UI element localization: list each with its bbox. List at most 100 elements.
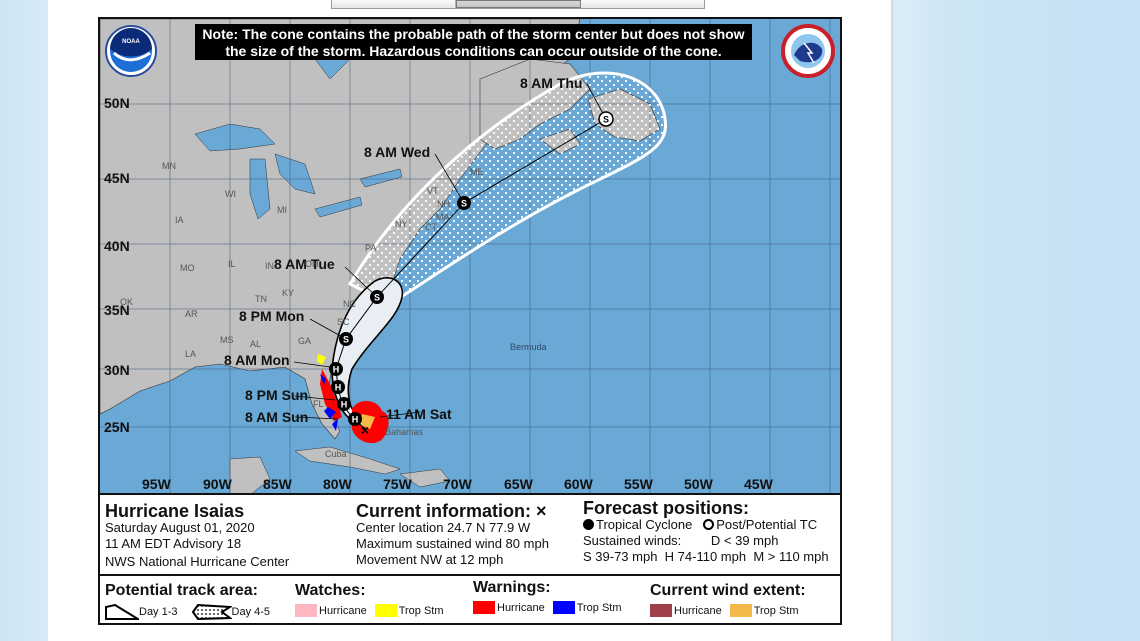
forecast-positions: Forecast positions: Tropical Cyclone Pos… — [583, 499, 829, 565]
svg-text:×: × — [361, 422, 369, 438]
forecast-title: Forecast positions: — [583, 498, 750, 518]
storm-info-panel: Hurricane Isaias Saturday August 01, 202… — [100, 497, 840, 576]
storm-name: Hurricane Isaias — [105, 501, 245, 521]
place-label-bermuda: Bermuda — [510, 342, 547, 352]
nws-logo-icon — [781, 24, 835, 78]
svg-text:S: S — [461, 199, 467, 209]
state-label: IL — [228, 259, 236, 269]
state-label: TN — [255, 294, 267, 304]
tropstm-warning-swatch — [552, 601, 575, 614]
state-label: NC — [343, 299, 356, 309]
lat-label-45n: 45N — [104, 170, 130, 186]
lon-label-50w: 50W — [684, 476, 713, 492]
tropstm-wind-label: Trop Stm — [753, 604, 799, 617]
lat-label-25n: 25N — [104, 419, 130, 435]
state-label: SC — [337, 317, 350, 327]
lon-label-90w: 90W — [203, 476, 232, 492]
current-info-title: Current information: × — [356, 501, 547, 521]
state-label: AL — [250, 339, 262, 349]
legend-track-title: Potential track area: — [105, 582, 258, 599]
post-potential-label: Post/Potential TC — [716, 517, 818, 532]
lat-label-30n: 30N — [104, 362, 130, 378]
cone-note-banner: Note: The cone contains the probable pat… — [195, 24, 752, 60]
svg-text:H: H — [341, 400, 348, 410]
cone-note-line1: Note: The cone contains the probable pat… — [202, 26, 745, 42]
tab-button-3[interactable] — [581, 0, 704, 8]
m-range: M > 110 mph — [753, 549, 829, 564]
noaa-logo-icon: NOAA — [105, 25, 157, 77]
legend-wind-title: Current wind extent: — [650, 582, 806, 599]
state-label: MN — [162, 161, 176, 171]
map-drawing: H H H H S S S S × NOAA — [100, 19, 840, 493]
legend-watches: Watches: Hurricane Trop Stm — [295, 581, 452, 617]
legend-warnings-title: Warnings: — [473, 579, 551, 596]
image-tab-buttons — [331, 0, 705, 9]
place-label-bahamas: Bahamas — [385, 427, 424, 437]
lon-label-85w: 85W — [263, 476, 292, 492]
advisory-number: 11 AM EDT Advisory 18 — [105, 536, 242, 551]
hurricane-watch-label: Hurricane — [319, 604, 367, 617]
state-label: IN — [265, 261, 274, 271]
legend-track-area: Potential track area: Day 1-3 Day 4-5 — [105, 581, 278, 620]
track-label-8am-wed: 8 AM Wed — [364, 144, 431, 160]
state-label: MS — [220, 335, 234, 345]
lat-label-35n: 35N — [104, 302, 130, 318]
sustained-winds-label: Sustained winds: — [583, 533, 682, 548]
legend-wind-extent: Current wind extent: Hurricane Trop Stm — [650, 581, 807, 617]
state-label: NY — [395, 219, 408, 229]
post-potential-tc-icon — [703, 519, 715, 530]
state-label: AR — [185, 309, 198, 319]
track-label-8am-thu: 8 AM Thu — [520, 75, 583, 91]
map-legend: Potential track area: Day 1-3 Day 4-5 Wa… — [100, 578, 840, 623]
day45-label: Day 4-5 — [231, 606, 271, 618]
state-label: FL — [313, 399, 324, 409]
advisory-date: Saturday August 01, 2020 — [105, 520, 255, 535]
legend-watches-title: Watches: — [295, 582, 366, 599]
issuing-center: NWS National Hurricane Center — [105, 554, 290, 569]
page-background-right — [891, 0, 1140, 641]
tropstm-watch-swatch — [374, 604, 397, 617]
place-label-cuba: Cuba — [325, 449, 347, 459]
lat-label-40n: 40N — [104, 238, 130, 254]
state-label: MI — [277, 205, 287, 215]
hurricane-wind-swatch — [650, 604, 672, 617]
state-label: MA — [436, 212, 450, 222]
hurricane-cone-graphic: H H H H S S S S × NOAA — [98, 17, 842, 625]
tab-button-1[interactable] — [332, 0, 456, 8]
day13-cone-icon — [105, 604, 139, 620]
state-label: NH — [437, 199, 450, 209]
center-location: Center location 24.7 N 77.9 W — [356, 520, 531, 535]
state-label: VT — [427, 186, 439, 196]
state-label: IA — [175, 215, 184, 225]
tab-button-2[interactable] — [456, 0, 581, 8]
forecast-map: H H H H S S S S × NOAA — [100, 19, 840, 495]
tropstm-wind-swatch — [729, 604, 752, 617]
svg-text:H: H — [335, 383, 342, 393]
state-label: CT — [425, 222, 437, 232]
cone-note-line2: the size of the storm. Hazardous conditi… — [225, 43, 722, 59]
tropical-cyclone-label: Tropical Cyclone — [596, 517, 693, 532]
lon-label-95w: 95W — [142, 476, 171, 492]
hurricane-warning-swatch — [473, 601, 495, 614]
tropstm-warning-label: Trop Stm — [576, 601, 622, 614]
day45-cone-icon — [191, 604, 232, 620]
d-range: D < 39 mph — [710, 533, 779, 548]
state-label: MO — [180, 263, 195, 273]
s-range: S 39-73 mph — [583, 549, 658, 564]
state-label: OK — [120, 297, 134, 307]
state-label: LA — [185, 349, 197, 359]
svg-text:S: S — [603, 115, 609, 125]
lon-label-45w: 45W — [744, 476, 773, 492]
hurricane-warning-label: Hurricane — [497, 601, 545, 614]
max-sustained-wind: Maximum sustained wind 80 mph — [356, 536, 549, 551]
svg-text:NOAA: NOAA — [122, 39, 140, 45]
lon-label-60w: 60W — [564, 476, 593, 492]
tropical-cyclone-icon — [583, 519, 594, 530]
hurricane-wind-label: Hurricane — [674, 604, 722, 617]
storm-identity: Hurricane Isaias Saturday August 01, 202… — [105, 502, 289, 570]
lon-label-70w: 70W — [443, 476, 472, 492]
state-label: WI — [225, 189, 236, 199]
movement: Movement NW at 12 mph — [356, 552, 504, 567]
track-label-8pm-sun: 8 PM Sun — [245, 387, 309, 403]
svg-text:H: H — [333, 365, 340, 375]
